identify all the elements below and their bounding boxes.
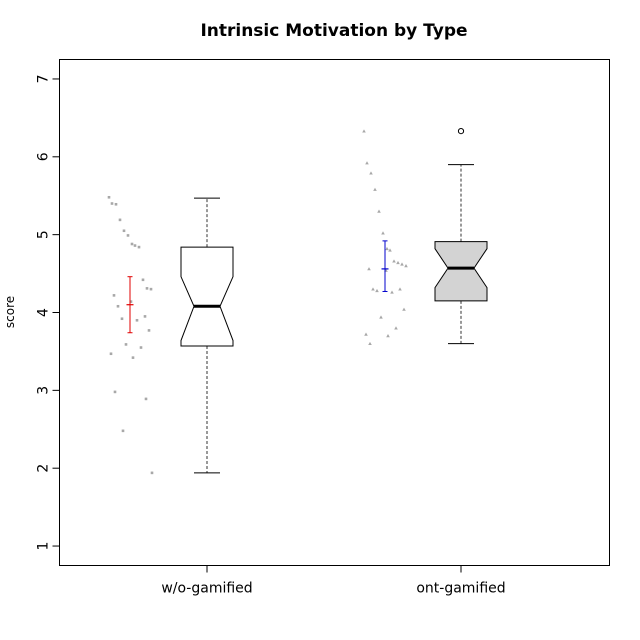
data-point (137, 245, 141, 249)
data-point (381, 231, 385, 235)
data-point (365, 161, 369, 165)
y-tick-label: 5 (36, 230, 52, 239)
plot-frame (59, 59, 610, 566)
data-point (144, 397, 148, 401)
data-point (113, 390, 117, 394)
data-point (122, 229, 126, 233)
data-point (386, 334, 390, 338)
data-point (362, 129, 366, 133)
y-tick-label: 4 (36, 308, 52, 317)
data-point (126, 234, 130, 237)
data-point (385, 246, 389, 251)
data-point (377, 209, 381, 213)
data-point (135, 318, 139, 322)
data-point (379, 315, 383, 319)
y-axis-label: score (3, 296, 17, 328)
x-tick-label: w/o-gamified (161, 581, 252, 597)
data-point (110, 202, 114, 205)
y-tick-label: 6 (36, 152, 52, 161)
x-axis: w/o-gamified ont-gamified (161, 565, 506, 597)
data-point (143, 315, 147, 318)
data-point (149, 287, 153, 291)
x-tick-label: ont-gamified (416, 581, 505, 597)
data-point (367, 267, 371, 271)
data-point (114, 202, 118, 206)
data-point (130, 242, 134, 246)
data-point (371, 287, 375, 291)
boxes (180, 128, 488, 474)
data-point (388, 248, 392, 252)
y-tick-label: 3 (36, 386, 52, 395)
data-point (364, 332, 368, 336)
notched-box (434, 241, 488, 302)
data-point (400, 262, 404, 266)
data-point (107, 195, 111, 199)
y-tick-label: 2 (36, 464, 52, 473)
data-point (398, 287, 402, 291)
data-point (402, 307, 406, 311)
data-point (121, 429, 125, 433)
data-point (390, 290, 394, 294)
y-tick-label: 1 (36, 542, 52, 551)
y-axis: 1 2 3 4 5 6 7 (36, 75, 60, 551)
data-point (139, 346, 143, 349)
data-point (375, 288, 379, 293)
data-point (373, 187, 377, 191)
data-point (368, 341, 372, 346)
data-point (404, 263, 408, 268)
data-point (392, 259, 396, 263)
data-point (369, 171, 373, 175)
data-point (145, 287, 149, 290)
notched-box (180, 246, 234, 347)
data-point (129, 300, 133, 303)
data-point (120, 317, 124, 321)
data-point (112, 294, 116, 297)
data-point (396, 260, 400, 265)
mean-ci-bars (126, 240, 389, 334)
data-point (133, 244, 137, 247)
data-point (109, 352, 113, 356)
data-point (147, 329, 151, 332)
data-point (394, 326, 398, 330)
y-tick-label: 7 (36, 75, 52, 84)
jitter-points (107, 129, 408, 475)
data-point (131, 356, 135, 359)
data-point (118, 218, 122, 222)
data-point (124, 343, 128, 346)
data-point (116, 304, 120, 308)
data-point (150, 471, 154, 475)
outlier-point (457, 128, 465, 135)
data-point (141, 278, 145, 282)
chart-title: Intrinsic Motivation by Type (200, 21, 467, 41)
